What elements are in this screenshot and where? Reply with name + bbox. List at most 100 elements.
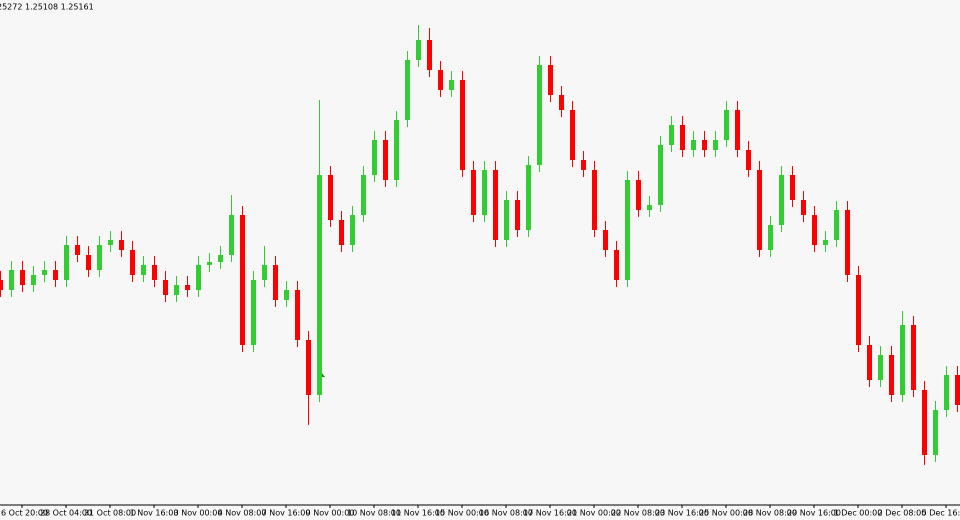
candle-body <box>229 215 234 255</box>
x-tick-label: 1 Dec 00:00 <box>834 509 883 518</box>
candle-body <box>878 355 883 380</box>
candle-body <box>152 265 157 280</box>
x-tick-label: 5 Dec 16:00 <box>922 509 960 518</box>
candle-body <box>735 110 740 150</box>
candle-body <box>691 140 696 150</box>
x-tick-label: 15 Nov 00:00 <box>435 509 489 518</box>
candle-body <box>295 290 300 340</box>
candle-body <box>460 80 465 170</box>
candle-body <box>889 355 894 395</box>
candle-body <box>75 245 80 255</box>
x-tick-label: 16 Nov 08:00 <box>479 509 533 518</box>
candle-body <box>493 170 498 240</box>
price-header: 25272 1.25108 1.25161 <box>0 3 94 12</box>
x-tick-label: 10 Nov 08:00 <box>347 509 401 518</box>
x-tick-label: 4 Nov 08:00 <box>218 509 267 518</box>
candle-body <box>97 245 102 270</box>
candle-body <box>933 410 938 455</box>
candle-body <box>20 270 25 285</box>
candle-body <box>911 325 916 390</box>
candle-body <box>559 95 564 110</box>
candle-body <box>394 120 399 180</box>
candle-body <box>746 150 751 170</box>
candle-body <box>680 125 685 150</box>
candle-body <box>669 125 674 145</box>
candle-body <box>845 210 850 275</box>
candle-body <box>350 215 355 245</box>
x-tick-label: 9 Nov 00:00 <box>306 509 355 518</box>
x-tick-label: 25 Nov 00:00 <box>699 509 753 518</box>
candle-body <box>526 165 531 230</box>
candle-body <box>262 265 267 280</box>
candle-body <box>812 215 817 245</box>
candle-body <box>724 110 729 140</box>
candle-body <box>273 265 278 300</box>
candle-body <box>42 270 47 275</box>
candle-body <box>779 175 784 225</box>
x-tick-label: 11 Nov 16:00 <box>391 509 445 518</box>
candle-body <box>174 285 179 295</box>
candle-body <box>658 145 663 205</box>
candle-body <box>339 220 344 245</box>
candle-body <box>119 240 124 250</box>
candle-body <box>603 230 608 250</box>
candle-body <box>306 340 311 395</box>
candle-body <box>317 175 322 395</box>
candle-body <box>768 225 773 250</box>
candle-body <box>405 60 410 120</box>
x-tick-label: 26 Oct 20:00 <box>0 509 48 518</box>
candle-body <box>53 270 58 280</box>
candle-body <box>328 175 333 220</box>
x-tick-label: 29 Nov 16:00 <box>787 509 841 518</box>
candle-body <box>504 200 509 240</box>
x-tick-label: 23 Nov 16:00 <box>655 509 709 518</box>
candle-body <box>537 65 542 165</box>
candle-body <box>64 245 69 280</box>
candle-body <box>141 265 146 275</box>
candle-body <box>823 240 828 245</box>
candle-body <box>196 265 201 290</box>
candle-body <box>515 200 520 230</box>
candle-body <box>130 250 135 275</box>
x-tick-label: 1 Nov 16:00 <box>130 509 179 518</box>
candle-body <box>790 175 795 200</box>
candle-body <box>944 375 949 410</box>
x-tick-label: 7 Nov 16:00 <box>262 509 311 518</box>
candle-body <box>625 180 630 280</box>
candle-body <box>702 140 707 150</box>
candle-body <box>416 40 421 60</box>
candle-body <box>636 180 641 210</box>
x-tick-label: 2 Dec 08:00 <box>878 509 927 518</box>
candle-body <box>0 280 3 290</box>
candle-body <box>900 325 905 395</box>
candle-body <box>9 270 14 290</box>
candle-body <box>163 280 168 295</box>
candle-body <box>713 140 718 150</box>
candle-body <box>834 210 839 240</box>
x-tick-label: 17 Nov 16:00 <box>523 509 577 518</box>
candle-body <box>427 40 432 70</box>
x-tick-label: 28 Nov 08:00 <box>743 509 797 518</box>
candle-body <box>383 140 388 180</box>
candle-body <box>185 285 190 290</box>
x-tick-label: 28 Oct 04:00 <box>40 509 92 518</box>
candle-body <box>482 170 487 215</box>
candle-body <box>218 255 223 262</box>
candle-body <box>614 250 619 280</box>
candle-body <box>647 205 652 210</box>
x-tick-label: 3 Nov 00:00 <box>174 509 223 518</box>
x-tick-label: 31 Oct 08:00 <box>84 509 136 518</box>
candle-body <box>548 65 553 95</box>
candle-body <box>361 175 366 215</box>
candle-body <box>240 215 245 345</box>
candle-body <box>570 110 575 160</box>
x-tick-label: 22 Nov 08:00 <box>611 509 665 518</box>
candle-body <box>372 140 377 175</box>
candle-body <box>108 240 113 245</box>
candle-body <box>251 280 256 345</box>
candle-body <box>801 200 806 215</box>
candle-body <box>867 345 872 380</box>
candle-body <box>284 290 289 300</box>
